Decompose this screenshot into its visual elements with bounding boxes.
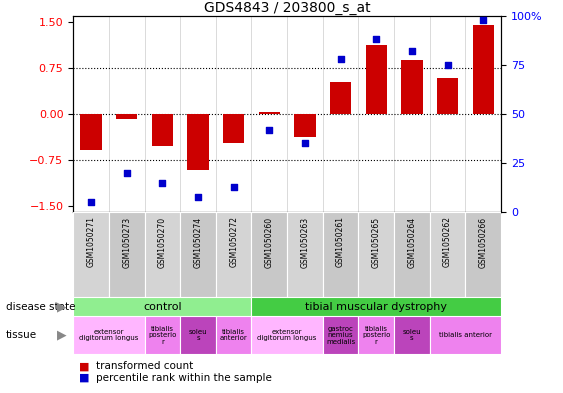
- FancyBboxPatch shape: [252, 297, 501, 316]
- Text: GSM1050264: GSM1050264: [408, 217, 417, 268]
- Point: [479, 17, 488, 23]
- Text: GSM1050274: GSM1050274: [194, 217, 203, 268]
- FancyBboxPatch shape: [359, 212, 394, 297]
- Bar: [330, 82, 351, 114]
- FancyBboxPatch shape: [466, 212, 501, 297]
- Bar: [116, 114, 137, 119]
- FancyBboxPatch shape: [359, 316, 394, 354]
- Text: tibialis
anterior: tibialis anterior: [220, 329, 248, 341]
- Text: soleu
s: soleu s: [403, 329, 421, 341]
- FancyBboxPatch shape: [287, 212, 323, 297]
- FancyBboxPatch shape: [394, 212, 430, 297]
- Text: tissue: tissue: [6, 330, 37, 340]
- FancyBboxPatch shape: [180, 316, 216, 354]
- Bar: [223, 114, 244, 143]
- FancyBboxPatch shape: [73, 316, 145, 354]
- FancyBboxPatch shape: [394, 316, 430, 354]
- Text: ■: ■: [79, 373, 90, 383]
- Text: GSM1050265: GSM1050265: [372, 217, 381, 268]
- Text: extensor
digitorum longus: extensor digitorum longus: [79, 329, 138, 341]
- Point: [372, 36, 381, 42]
- Text: percentile rank within the sample: percentile rank within the sample: [96, 373, 271, 383]
- Text: soleu
s: soleu s: [189, 329, 207, 341]
- Text: tibialis
posterio
r: tibialis posterio r: [362, 325, 391, 345]
- Text: GSM1050270: GSM1050270: [158, 217, 167, 268]
- Text: control: control: [143, 301, 182, 312]
- Point: [122, 170, 131, 176]
- FancyBboxPatch shape: [180, 212, 216, 297]
- FancyBboxPatch shape: [323, 316, 359, 354]
- FancyBboxPatch shape: [109, 212, 145, 297]
- FancyBboxPatch shape: [252, 212, 287, 297]
- Text: ▶: ▶: [57, 301, 66, 314]
- Bar: [187, 114, 209, 171]
- Bar: [151, 114, 173, 146]
- Bar: [472, 25, 494, 114]
- Point: [87, 199, 96, 206]
- Text: GSM1050263: GSM1050263: [301, 217, 310, 268]
- Bar: [294, 114, 316, 137]
- FancyBboxPatch shape: [73, 212, 109, 297]
- Point: [265, 127, 274, 133]
- FancyBboxPatch shape: [323, 212, 359, 297]
- Text: GSM1050273: GSM1050273: [122, 217, 131, 268]
- Text: GSM1050262: GSM1050262: [443, 217, 452, 268]
- Text: transformed count: transformed count: [96, 361, 193, 371]
- Text: gastroc
nemius
medialis: gastroc nemius medialis: [326, 325, 355, 345]
- Title: GDS4843 / 203800_s_at: GDS4843 / 203800_s_at: [204, 1, 370, 15]
- Text: ▶: ▶: [57, 328, 66, 342]
- Text: ■: ■: [79, 361, 90, 371]
- Point: [158, 180, 167, 186]
- Text: disease state: disease state: [6, 302, 75, 312]
- FancyBboxPatch shape: [252, 316, 323, 354]
- Bar: [365, 45, 387, 114]
- Point: [443, 62, 452, 68]
- Point: [408, 48, 417, 54]
- Point: [229, 184, 238, 190]
- FancyBboxPatch shape: [145, 212, 180, 297]
- Point: [194, 193, 203, 200]
- FancyBboxPatch shape: [216, 316, 252, 354]
- Text: tibial muscular dystrophy: tibial muscular dystrophy: [305, 301, 447, 312]
- Text: GSM1050261: GSM1050261: [336, 217, 345, 268]
- Text: GSM1050260: GSM1050260: [265, 217, 274, 268]
- Bar: [258, 112, 280, 114]
- Point: [336, 56, 345, 62]
- FancyBboxPatch shape: [216, 212, 252, 297]
- Bar: [401, 60, 423, 114]
- Text: tibialis
posterio
r: tibialis posterio r: [148, 325, 177, 345]
- Text: tibialis anterior: tibialis anterior: [439, 332, 492, 338]
- FancyBboxPatch shape: [73, 297, 252, 316]
- Text: extensor
digitorum longus: extensor digitorum longus: [257, 329, 317, 341]
- FancyBboxPatch shape: [430, 212, 466, 297]
- Point: [301, 140, 310, 147]
- Bar: [81, 114, 102, 150]
- FancyBboxPatch shape: [145, 316, 180, 354]
- Text: GSM1050271: GSM1050271: [87, 217, 96, 268]
- FancyBboxPatch shape: [430, 316, 501, 354]
- Text: GSM1050266: GSM1050266: [479, 217, 488, 268]
- Text: GSM1050272: GSM1050272: [229, 217, 238, 268]
- Bar: [437, 78, 458, 114]
